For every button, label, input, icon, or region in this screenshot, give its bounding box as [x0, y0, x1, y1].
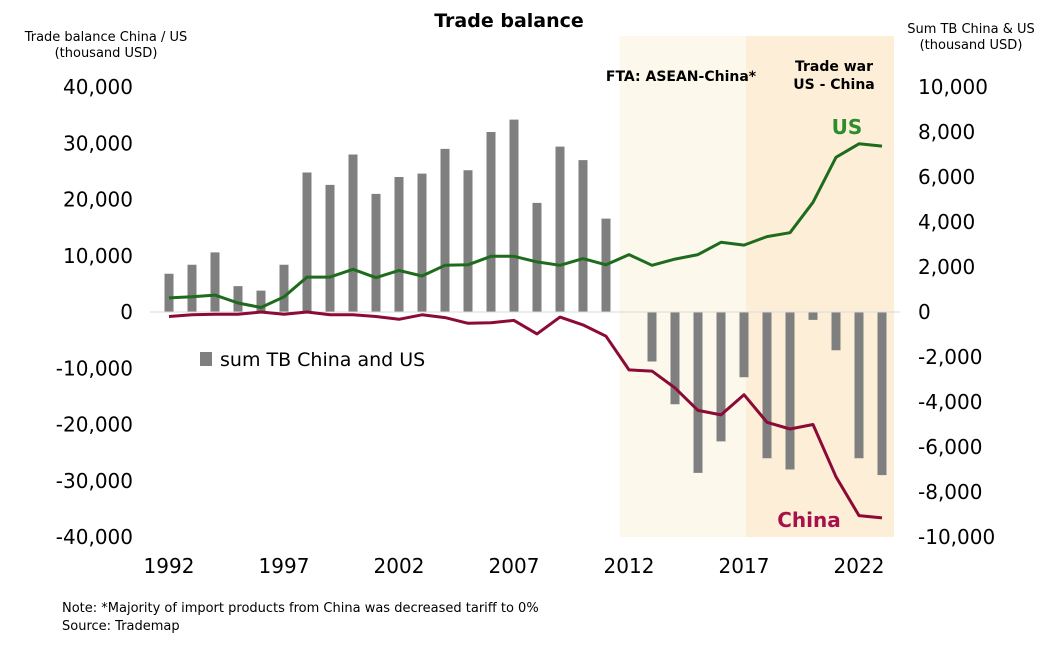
legend-swatch [200, 352, 212, 366]
x-tick-label: 2012 [604, 554, 655, 578]
bar-1995 [233, 286, 243, 312]
right-tick-label: 2,000 [918, 255, 975, 279]
left-tick-label: -10,000 [56, 356, 133, 380]
right-axis-title-line1: Sum TB China & US [907, 22, 1035, 37]
bar-series-group [164, 119, 887, 476]
left-axis-ticks: 40,000 30,000 20,000 10,000 0 -10,000 -20,000 -… [56, 75, 133, 549]
footnote: Note: *Majority of import products from … [62, 601, 539, 616]
left-tick-label: -40,000 [56, 525, 133, 549]
source-note: Source: Trademap [62, 619, 180, 634]
bar-2020 [808, 312, 818, 320]
period-shading-group [619, 36, 894, 537]
right-tick-label: -2,000 [918, 345, 982, 369]
bar-2008 [532, 202, 542, 312]
bar-1997 [279, 264, 289, 312]
line-series-group [168, 142, 883, 520]
fta-annotation: FTA: ASEAN-China* [606, 69, 757, 85]
right-tick-label: 6,000 [918, 165, 975, 189]
bar-1996 [256, 290, 266, 312]
left-tick-label: 0 [120, 300, 133, 324]
bar-2001 [371, 193, 381, 312]
left-tick-label: 40,000 [63, 75, 133, 99]
x-axis-ticks: 1992 1997 2002 2007 2012 2017 2022 [144, 554, 885, 578]
bar-2022 [854, 312, 864, 459]
bar-2023 [877, 312, 887, 476]
right-axis-ticks: 10,000 8,000 6,000 4,000 2,000 0 -2,000 -4,000 -… [918, 75, 995, 549]
china-series-label: China [777, 508, 841, 532]
bar-2009 [555, 146, 565, 312]
right-axis-title-line2: (thousand USD) [920, 38, 1023, 53]
period-shade-0 [619, 36, 756, 537]
line-china [168, 310, 883, 520]
right-tick-label: 10,000 [918, 75, 988, 99]
bar-2015 [693, 312, 703, 473]
right-tick-label: 0 [918, 300, 931, 324]
left-tick-label: -20,000 [56, 413, 133, 437]
bar-2013 [647, 312, 657, 362]
x-tick-label: 1992 [144, 554, 195, 578]
bar-2018 [762, 312, 772, 459]
bar-2019 [785, 312, 795, 470]
bar-2003 [417, 173, 427, 312]
bar-1998 [302, 172, 312, 312]
bar-1992 [164, 273, 174, 312]
bar-1993 [187, 264, 197, 312]
left-axis-title-line2: (thousand USD) [55, 46, 158, 61]
x-tick-label: 2007 [489, 554, 540, 578]
left-tick-label: 10,000 [63, 244, 133, 268]
right-tick-label: -10,000 [918, 525, 995, 549]
trade-war-annotation-line2: US - China [793, 77, 874, 93]
legend-label: sum TB China and US [220, 349, 425, 371]
x-tick-label: 2017 [719, 554, 770, 578]
trade-war-annotation-line1: Trade war [795, 59, 873, 75]
left-tick-label: -30,000 [56, 469, 133, 493]
bar-1994 [210, 252, 220, 312]
left-axis-title-line1: Trade balance China / US [24, 30, 188, 45]
period-shade-1 [746, 36, 894, 537]
left-tick-label: 20,000 [63, 188, 133, 212]
chart-title: Trade balance [434, 10, 584, 32]
x-tick-label: 2002 [374, 554, 425, 578]
right-tick-label: 8,000 [918, 120, 975, 144]
bar-2017 [739, 312, 749, 378]
bar-1999 [325, 184, 335, 312]
bar-2005 [463, 170, 473, 312]
bar-2000 [348, 154, 358, 312]
bar-2010 [578, 160, 588, 312]
right-tick-label: -6,000 [918, 435, 982, 459]
x-tick-label: 1997 [259, 554, 310, 578]
bar-2002 [394, 177, 404, 312]
x-tick-label: 2022 [834, 554, 885, 578]
bar-2004 [440, 148, 450, 312]
right-tick-label: -4,000 [918, 390, 982, 414]
bar-2021 [831, 312, 841, 351]
left-tick-label: 30,000 [63, 131, 133, 155]
line-us [168, 142, 883, 309]
bar-2007 [509, 119, 519, 312]
bar-2006 [486, 132, 496, 312]
bar-2016 [716, 312, 726, 442]
right-tick-label: 4,000 [918, 210, 975, 234]
right-tick-label: -8,000 [918, 480, 982, 504]
us-series-label: US [832, 115, 863, 139]
legend: sum TB China and US [200, 349, 425, 371]
bar-2014 [670, 312, 680, 405]
